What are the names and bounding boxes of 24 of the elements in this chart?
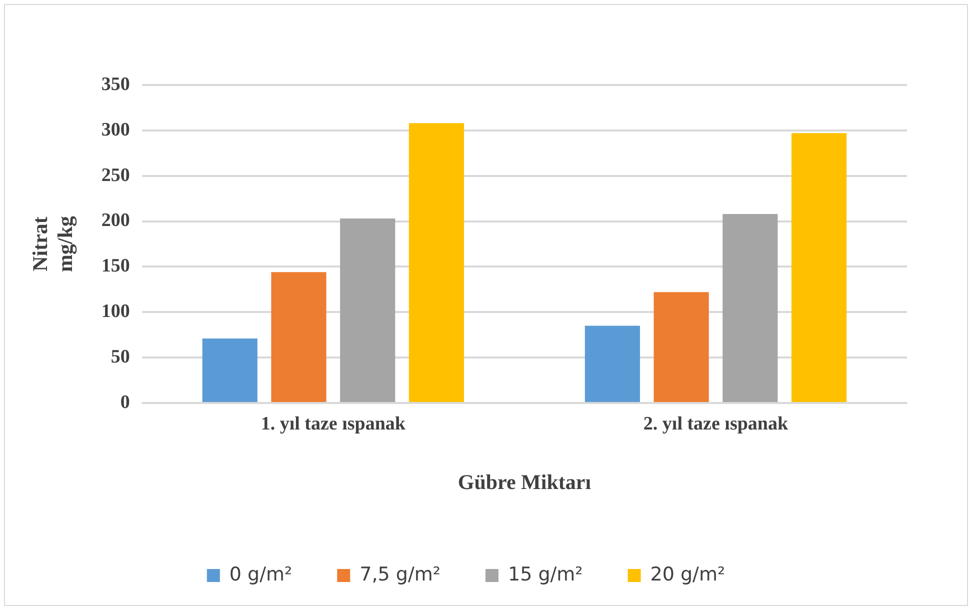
legend-label: 20 g/m² [650, 563, 726, 586]
legend-label: 15 g/m² [508, 563, 583, 586]
y-tick-label: 100 [101, 301, 130, 322]
bar [271, 272, 326, 402]
y-tick-label: 0 [120, 392, 130, 413]
bar [791, 133, 847, 402]
bar [654, 292, 709, 402]
y-tick-label: 150 [101, 256, 130, 277]
y-tick-label: 50 [110, 346, 130, 368]
bar [202, 338, 258, 402]
y-tick-label: 300 [101, 119, 130, 140]
legend-label: 0 g/m² [229, 563, 292, 586]
bar [722, 214, 778, 402]
y-tick-label: 200 [101, 210, 130, 232]
x-tick-label: 2. yıl taze ıspanak [643, 413, 788, 434]
bar [408, 123, 464, 402]
x-tick-label: 1. yıl taze ıspanak [260, 413, 406, 434]
bar [584, 326, 640, 402]
bar [340, 218, 396, 402]
y-tick-label: 350 [101, 74, 130, 95]
y-axis-title: Nitrat mg/kg [28, 216, 78, 272]
legend-label: 7,5 g/m² [360, 563, 440, 586]
x-axis-title: Gübre Miktarı [458, 470, 592, 494]
y-tick-label: 250 [101, 164, 130, 186]
